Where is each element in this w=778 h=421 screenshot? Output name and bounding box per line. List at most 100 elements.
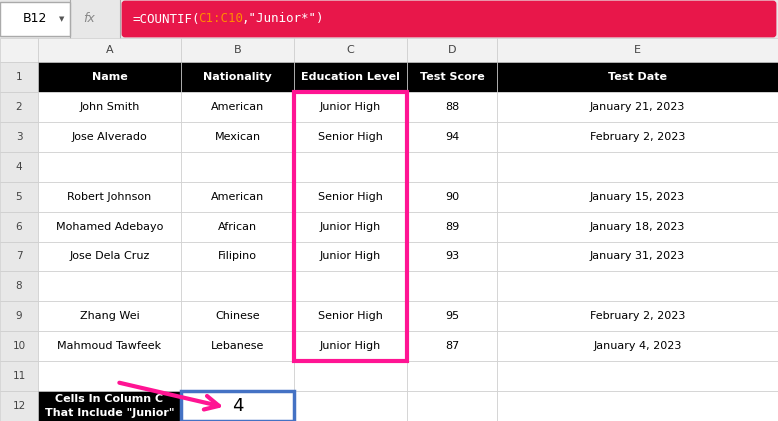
Text: ,"Junior*"): ,"Junior*")	[241, 13, 324, 26]
Bar	[181, 361, 294, 391]
Text: Name: Name	[92, 72, 128, 82]
Bar	[407, 152, 497, 182]
Text: C: C	[347, 45, 354, 55]
Text: Test Score: Test Score	[419, 72, 485, 82]
Text: January 31, 2023: January 31, 2023	[590, 251, 685, 261]
Text: Mahmoud Tawfeek: Mahmoud Tawfeek	[58, 341, 162, 351]
Bar	[294, 391, 407, 421]
Text: January 18, 2023: January 18, 2023	[590, 221, 685, 232]
Bar	[497, 152, 778, 182]
Bar	[294, 122, 407, 152]
Bar	[38, 38, 181, 62]
Bar	[181, 242, 294, 272]
Text: 12: 12	[12, 401, 26, 411]
Text: 4: 4	[232, 397, 244, 415]
Bar	[0, 2, 70, 36]
Bar	[497, 122, 778, 152]
Text: B: B	[233, 45, 241, 55]
Bar	[497, 92, 778, 122]
Bar	[497, 38, 778, 62]
Text: Jose Dela Cruz: Jose Dela Cruz	[69, 251, 149, 261]
Text: Test Date: Test Date	[608, 72, 667, 82]
Text: 10: 10	[12, 341, 26, 351]
Text: Junior High: Junior High	[320, 251, 381, 261]
Bar	[38, 301, 181, 331]
Bar	[0, 242, 38, 272]
Text: 11: 11	[12, 371, 26, 381]
Bar	[407, 391, 497, 421]
Text: Robert Johnson: Robert Johnson	[68, 192, 152, 202]
Text: Senior High: Senior High	[318, 311, 383, 321]
FancyBboxPatch shape	[123, 2, 775, 36]
Bar	[294, 92, 407, 361]
Bar	[181, 391, 294, 421]
Text: February 2, 2023: February 2, 2023	[590, 311, 685, 321]
Bar	[0, 0, 778, 38]
Bar	[181, 301, 294, 331]
Bar	[497, 272, 778, 301]
Text: 94: 94	[445, 132, 459, 142]
Bar	[0, 152, 38, 182]
Bar	[0, 361, 38, 391]
Bar	[181, 331, 294, 361]
Text: 87: 87	[445, 341, 459, 351]
Text: 6: 6	[16, 221, 23, 232]
Bar	[38, 182, 181, 212]
Bar	[38, 391, 181, 421]
Bar	[181, 182, 294, 212]
Bar	[38, 272, 181, 301]
Bar	[38, 152, 181, 182]
Text: Filipino: Filipino	[218, 251, 257, 261]
Bar	[497, 331, 778, 361]
Bar	[38, 122, 181, 152]
Bar	[0, 301, 38, 331]
Text: American: American	[211, 102, 264, 112]
Text: Junior High: Junior High	[320, 221, 381, 232]
Bar	[0, 272, 38, 301]
Bar	[497, 182, 778, 212]
Bar	[407, 361, 497, 391]
Bar	[181, 272, 294, 301]
Bar	[0, 122, 38, 152]
Bar	[294, 361, 407, 391]
Bar	[407, 331, 497, 361]
Bar	[407, 242, 497, 272]
Text: Junior High: Junior High	[320, 102, 381, 112]
Bar	[0, 62, 38, 92]
Bar	[497, 212, 778, 242]
Bar	[38, 331, 181, 361]
Bar	[497, 62, 778, 92]
Bar	[407, 62, 497, 92]
Bar	[0, 212, 38, 242]
Bar	[181, 152, 294, 182]
Text: 4: 4	[16, 162, 23, 172]
Text: Senior High: Senior High	[318, 192, 383, 202]
Bar	[294, 38, 407, 62]
Text: 88: 88	[445, 102, 459, 112]
Bar	[407, 182, 497, 212]
Text: ▼: ▼	[59, 16, 65, 22]
Text: 9: 9	[16, 311, 23, 321]
Text: 7: 7	[16, 251, 23, 261]
Text: 95: 95	[445, 311, 459, 321]
Bar	[407, 212, 497, 242]
Bar	[497, 301, 778, 331]
Bar	[294, 272, 407, 301]
Text: January 15, 2023: January 15, 2023	[590, 192, 685, 202]
Bar	[0, 38, 778, 62]
Text: Cells In Column C
That Include "Junior": Cells In Column C That Include "Junior"	[45, 394, 174, 418]
Bar	[181, 38, 294, 62]
Bar	[294, 182, 407, 212]
Text: Zhang Wei: Zhang Wei	[79, 311, 139, 321]
Text: 8: 8	[16, 281, 23, 291]
Bar	[0, 331, 38, 361]
Text: D: D	[448, 45, 456, 55]
Bar	[294, 331, 407, 361]
Bar	[497, 391, 778, 421]
Text: Nationality: Nationality	[203, 72, 272, 82]
Text: 5: 5	[16, 192, 23, 202]
Text: B12: B12	[23, 13, 47, 26]
Bar	[497, 361, 778, 391]
Text: Senior High: Senior High	[318, 132, 383, 142]
Bar	[294, 242, 407, 272]
